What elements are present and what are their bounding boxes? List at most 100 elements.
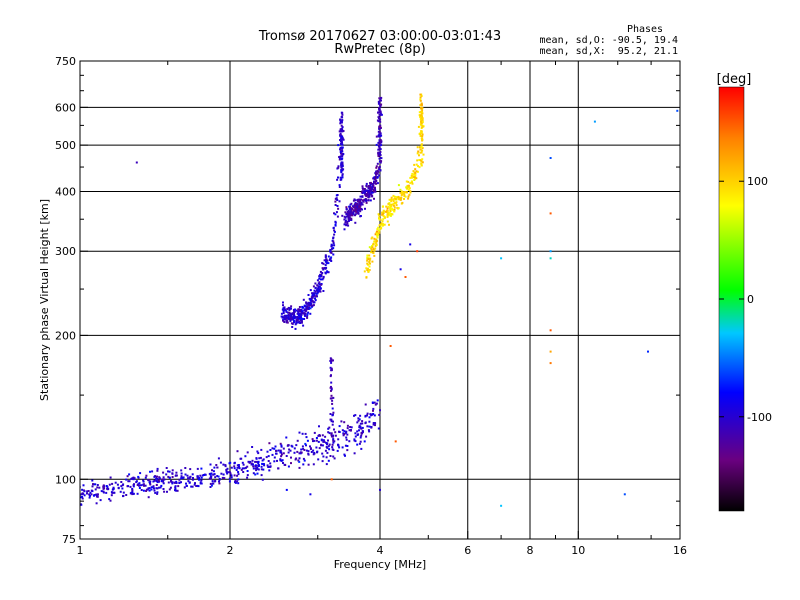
data-point <box>393 197 396 200</box>
data-point <box>357 200 359 203</box>
data-point <box>379 110 382 113</box>
data-point <box>292 308 295 311</box>
data-point <box>382 215 385 217</box>
data-point <box>341 119 344 122</box>
data-point <box>371 187 374 190</box>
data-point <box>309 307 312 310</box>
data-point <box>247 460 250 463</box>
data-point <box>203 474 205 476</box>
data-point <box>200 467 203 470</box>
data-point <box>364 192 367 195</box>
data-point <box>345 224 348 227</box>
data-point <box>313 289 316 292</box>
data-point <box>313 301 316 304</box>
data-point <box>314 290 317 293</box>
data-point <box>412 170 415 173</box>
data-point <box>299 308 301 311</box>
data-point <box>349 203 352 206</box>
data-point <box>187 480 190 483</box>
data-point <box>282 301 284 304</box>
data-point <box>372 407 375 410</box>
data-point <box>318 285 321 288</box>
data-point <box>366 254 369 257</box>
data-point <box>371 251 374 254</box>
data-point <box>340 166 343 169</box>
data-point <box>348 216 351 219</box>
data-point <box>282 312 285 314</box>
chart-title: Tromsø 20170627 03:00:00-03:01:43 <box>258 29 501 44</box>
data-point <box>307 301 310 304</box>
data-point <box>349 214 352 217</box>
data-point <box>320 439 323 442</box>
data-point <box>210 472 213 475</box>
data-point <box>201 474 204 477</box>
data-point <box>341 153 344 156</box>
x-axis-ticks: 1 2 4 6 8 10 16 <box>77 61 687 557</box>
data-point <box>293 317 296 320</box>
data-point <box>344 211 347 214</box>
data-point <box>379 118 382 121</box>
data-point <box>100 490 103 493</box>
data-point <box>378 168 381 171</box>
data-point <box>102 485 105 488</box>
data-point <box>289 312 292 315</box>
data-point <box>171 472 174 475</box>
data-point <box>380 113 383 116</box>
data-point <box>409 176 412 179</box>
data-point <box>106 487 109 490</box>
data-point <box>500 504 503 507</box>
data-point <box>378 231 381 234</box>
data-point <box>326 259 329 262</box>
data-point <box>210 484 213 487</box>
data-point <box>354 202 357 204</box>
data-point <box>549 157 552 159</box>
data-point <box>168 488 171 491</box>
data-point <box>152 480 155 483</box>
data-point <box>368 191 371 194</box>
data-point <box>296 312 299 315</box>
data-point <box>317 286 320 289</box>
data-point <box>380 144 383 147</box>
data-point <box>298 457 301 460</box>
data-point <box>319 273 322 276</box>
data-point <box>196 477 199 480</box>
y-axis-ticks: 75 100 200 300 400 500 600 750 <box>55 55 680 546</box>
data-point <box>226 467 229 470</box>
data-point <box>390 196 393 199</box>
data-point <box>325 456 328 459</box>
data-point <box>83 494 86 497</box>
data-point <box>407 180 410 183</box>
data-point <box>360 198 362 201</box>
data-point <box>96 486 99 489</box>
data-point <box>378 100 381 103</box>
data-point <box>419 123 422 126</box>
data-point <box>378 147 381 149</box>
x-tick-label: 10 <box>571 544 585 557</box>
data-point <box>108 483 111 486</box>
data-point <box>321 278 324 281</box>
data-point <box>373 186 376 189</box>
data-point <box>386 211 389 214</box>
data-point <box>135 480 138 483</box>
data-point <box>171 476 174 478</box>
data-point <box>263 463 265 466</box>
data-point <box>228 477 231 480</box>
data-point <box>298 460 301 463</box>
data-point <box>369 199 372 202</box>
data-point <box>237 482 240 485</box>
data-point <box>340 178 343 181</box>
data-point <box>267 460 270 462</box>
data-point <box>293 447 296 450</box>
data-point <box>334 200 337 203</box>
data-point <box>109 499 112 502</box>
data-point <box>191 478 194 481</box>
data-point <box>329 359 332 362</box>
data-point <box>305 302 308 305</box>
data-point <box>140 489 143 491</box>
data-point <box>320 443 323 446</box>
data-point <box>89 494 91 497</box>
data-point <box>410 180 413 183</box>
data-point <box>204 473 207 476</box>
data-point <box>311 296 314 299</box>
data-point <box>361 422 364 425</box>
